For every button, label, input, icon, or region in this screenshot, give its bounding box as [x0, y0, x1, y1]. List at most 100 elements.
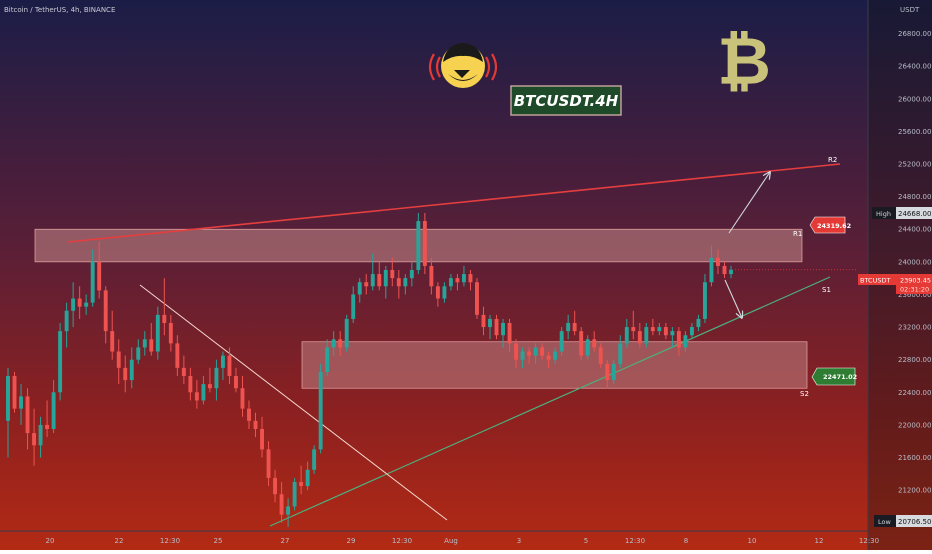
candle-body[interactable] — [71, 298, 76, 311]
candle-body[interactable] — [572, 323, 577, 332]
candle-body[interactable] — [592, 339, 597, 348]
r1-price-tag[interactable]: 24319.62 — [809, 216, 851, 234]
candle-body[interactable] — [488, 318, 492, 328]
candle-body[interactable] — [58, 331, 63, 393]
candle-body[interactable] — [149, 339, 154, 352]
candle-body[interactable] — [129, 359, 134, 381]
candle-body[interactable] — [214, 367, 219, 389]
candle-body[interactable] — [220, 355, 225, 368]
candle-body[interactable] — [598, 347, 603, 364]
candle-body[interactable] — [416, 221, 421, 270]
candle-body[interactable] — [585, 339, 590, 356]
candle-body[interactable] — [559, 331, 564, 352]
candle-body[interactable] — [637, 331, 642, 344]
candle-body[interactable] — [540, 347, 545, 356]
candle-body[interactable] — [422, 221, 427, 266]
candle-body[interactable] — [325, 347, 330, 372]
candle-body[interactable] — [650, 327, 655, 332]
low-axis-tag[interactable]: Low 20706.50 — [874, 515, 932, 527]
candle-body[interactable] — [266, 449, 271, 478]
candle-body[interactable] — [370, 274, 375, 287]
candle-body[interactable] — [390, 270, 395, 279]
candle-body[interactable] — [103, 290, 108, 332]
candle-body[interactable] — [19, 396, 23, 409]
candle-body[interactable] — [429, 265, 434, 287]
candle-body[interactable] — [481, 314, 486, 328]
candle-body[interactable] — [494, 318, 499, 336]
candle-body[interactable] — [716, 257, 720, 266]
candle-body[interactable] — [240, 388, 245, 409]
candle-body[interactable] — [116, 351, 121, 368]
candle-body[interactable] — [77, 298, 82, 307]
candle-body[interactable] — [702, 282, 707, 319]
candle-body[interactable] — [468, 274, 473, 283]
candle-body[interactable] — [299, 482, 304, 487]
candle-body[interactable] — [90, 261, 95, 303]
candle-body[interactable] — [38, 424, 43, 446]
candle-body[interactable] — [234, 376, 238, 389]
candle-body[interactable] — [611, 363, 616, 381]
candle-body[interactable] — [546, 355, 551, 360]
candle-body[interactable] — [260, 429, 264, 450]
candle-body[interactable] — [403, 278, 408, 287]
candle-body[interactable] — [25, 396, 30, 434]
candle-body[interactable] — [318, 371, 323, 450]
candle-body[interactable] — [566, 323, 571, 332]
candle-body[interactable] — [501, 323, 505, 336]
candle-body[interactable] — [448, 278, 453, 287]
candle-body[interactable] — [201, 384, 206, 401]
candle-body[interactable] — [207, 384, 212, 389]
candle-body[interactable] — [709, 257, 714, 283]
candle-body[interactable] — [344, 318, 349, 348]
candle-body[interactable] — [663, 327, 668, 336]
resistance-trendline-r2[interactable] — [67, 163, 841, 243]
candle-body[interactable] — [722, 265, 727, 275]
projection-arrow-up[interactable] — [728, 172, 770, 234]
candle-body[interactable] — [670, 331, 675, 336]
candle-body[interactable] — [32, 433, 37, 446]
candle-body[interactable] — [676, 331, 681, 348]
candle-body[interactable] — [305, 469, 310, 487]
candle-body[interactable] — [461, 274, 466, 283]
candle-body[interactable] — [409, 270, 414, 279]
candle-body[interactable] — [292, 482, 297, 507]
candle-body[interactable] — [51, 392, 56, 429]
high-axis-tag[interactable]: High 24668.00 — [872, 207, 932, 219]
candle-body[interactable] — [579, 331, 584, 356]
candle-body[interactable] — [247, 408, 251, 421]
candle-body[interactable] — [286, 506, 291, 515]
candle-body[interactable] — [383, 270, 388, 287]
candle-body[interactable] — [657, 327, 662, 332]
candle-body[interactable] — [377, 274, 382, 287]
candle-body[interactable] — [618, 343, 623, 364]
candle-body[interactable] — [364, 282, 369, 287]
candle-body[interactable] — [142, 339, 147, 348]
candle-body[interactable] — [110, 331, 115, 352]
descending-trendline[interactable] — [139, 284, 448, 521]
candle-body[interactable] — [84, 302, 89, 307]
candle-body[interactable] — [357, 282, 362, 295]
candle-body[interactable] — [631, 327, 636, 332]
candle-body[interactable] — [729, 269, 733, 275]
candle-body[interactable] — [514, 343, 519, 360]
candle-body[interactable] — [442, 286, 447, 299]
candle-body[interactable] — [396, 278, 401, 287]
candle-body[interactable] — [253, 420, 258, 429]
candle-body[interactable] — [331, 339, 336, 348]
candle-body[interactable] — [689, 327, 694, 336]
candle-body[interactable] — [507, 323, 512, 344]
candle-body[interactable] — [279, 494, 284, 515]
candle-body[interactable] — [624, 327, 629, 344]
current-price-axis-tag[interactable]: BTCUSDT 23903.45 02:31:20 — [858, 274, 932, 294]
candle-body[interactable] — [97, 261, 102, 291]
candle-body[interactable] — [227, 355, 232, 376]
projection-arrow-down[interactable] — [724, 279, 742, 318]
support-zone-s2[interactable] — [301, 341, 808, 389]
candle-body[interactable] — [45, 424, 50, 429]
candle-body[interactable] — [188, 376, 193, 393]
candle-body[interactable] — [435, 286, 440, 299]
symbol-header[interactable]: Bitcoin / TetherUS, 4h, BINANCE — [4, 6, 115, 14]
candle-body[interactable] — [6, 376, 10, 421]
candle-body[interactable] — [696, 318, 701, 328]
